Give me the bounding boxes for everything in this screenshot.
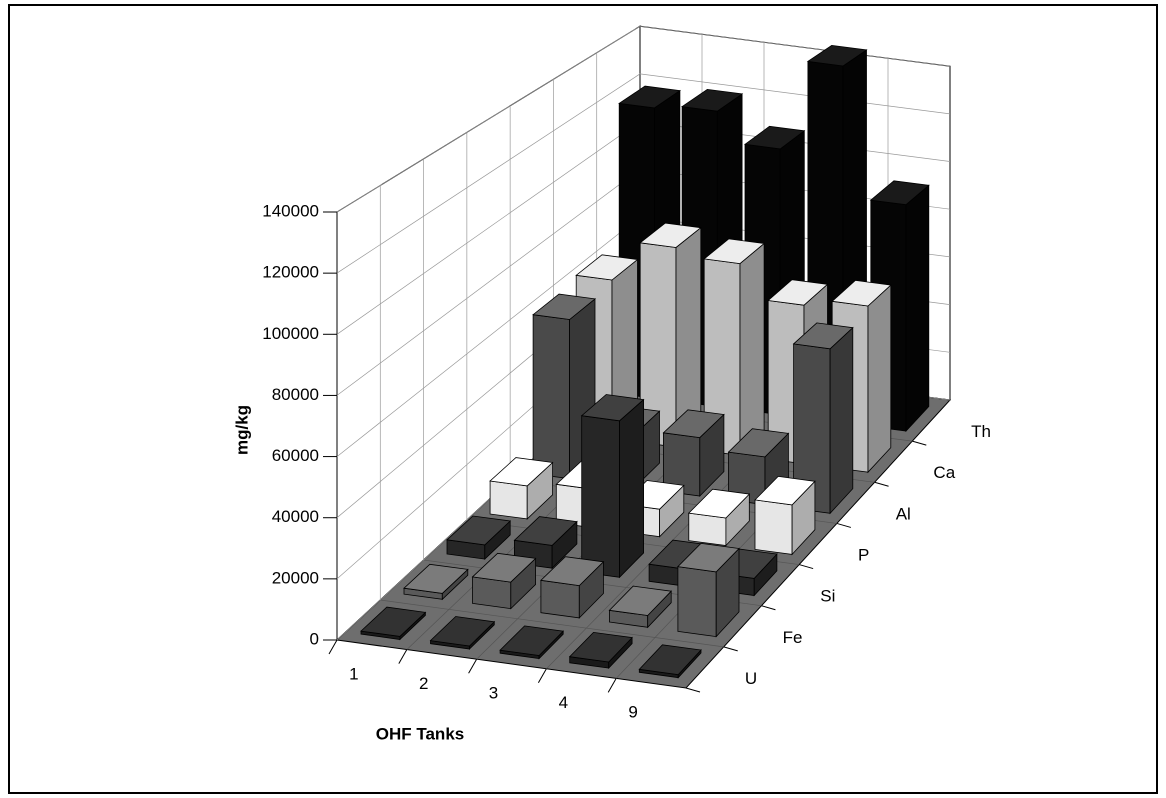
y-tick-label: 120000	[262, 263, 319, 282]
series-label: P	[858, 545, 869, 564]
bar-top	[580, 394, 645, 422]
z-tick	[723, 646, 738, 652]
z-tick	[799, 564, 814, 570]
bar	[608, 585, 673, 629]
series-label: U	[745, 669, 757, 688]
bar	[540, 556, 605, 619]
x-tick-label: 3	[489, 683, 498, 702]
y-tick-label: 0	[310, 629, 319, 648]
bar-top	[767, 279, 829, 306]
bar-top	[754, 475, 816, 506]
bar-top	[792, 322, 854, 350]
bar-front	[754, 499, 793, 555]
bar	[446, 515, 512, 561]
x-tick	[607, 678, 617, 693]
bar-front	[540, 579, 580, 619]
y-tick-label: 140000	[262, 201, 319, 220]
x-tick	[537, 668, 547, 684]
bar-front	[532, 314, 570, 480]
bar	[754, 475, 816, 556]
z-tick	[836, 522, 851, 528]
bar-side	[829, 326, 854, 515]
bar-top	[532, 293, 596, 320]
floor-grid-line	[380, 599, 724, 648]
bar-top	[429, 616, 496, 647]
y-tick-label: 20000	[272, 568, 319, 587]
x-tick-label: 2	[419, 674, 428, 693]
bar	[360, 606, 427, 641]
bar-side	[619, 398, 644, 579]
bar-top	[489, 457, 554, 487]
series-label: Si	[820, 587, 835, 606]
y-tick-label: 40000	[272, 507, 319, 526]
z-tick	[761, 605, 776, 611]
bar-top	[403, 563, 469, 594]
bar-top	[499, 625, 565, 656]
bar	[580, 394, 645, 579]
bar-top	[727, 428, 790, 458]
bar-top	[831, 279, 892, 307]
x-tick	[468, 658, 478, 674]
bar-top	[618, 85, 681, 109]
bar-top	[639, 222, 702, 248]
bar	[471, 552, 537, 610]
z-tick	[685, 687, 701, 693]
bar	[662, 409, 725, 497]
series-label: Th	[971, 422, 991, 441]
bar-front	[489, 480, 528, 520]
bar-top	[703, 238, 766, 265]
bar-top	[638, 644, 702, 676]
bar-side	[905, 184, 930, 433]
bar-front	[581, 415, 620, 578]
bar-top	[608, 585, 673, 616]
bar	[639, 222, 702, 448]
bar-top	[471, 552, 537, 583]
y-tick-label: 100000	[262, 324, 319, 343]
z-tick	[874, 481, 889, 487]
bar-top	[687, 488, 751, 519]
bar	[568, 631, 633, 670]
series-label: Ca	[933, 463, 955, 482]
bar-top	[681, 88, 744, 112]
bar-front	[677, 566, 717, 638]
bar-top	[743, 125, 806, 150]
bar-top	[575, 254, 639, 281]
x-tick-label: 9	[628, 703, 637, 722]
x-tick-label: 4	[559, 693, 568, 712]
x-axis-title: OHF Tanks	[376, 724, 464, 743]
bar-top	[540, 556, 605, 587]
series-label: Fe	[783, 628, 803, 647]
y-tick-label: 60000	[272, 446, 319, 465]
bar-top	[677, 542, 740, 573]
bar	[513, 516, 578, 570]
y-axis-title: mg/kg	[232, 405, 251, 455]
bar	[687, 488, 751, 547]
bar	[403, 563, 469, 601]
bar	[638, 644, 702, 679]
x-tick	[398, 649, 408, 664]
bar-top	[568, 631, 633, 663]
series-label: Al	[896, 504, 911, 523]
bar	[489, 457, 554, 520]
x-tick	[328, 639, 338, 655]
bar-front	[688, 512, 727, 546]
bar-top	[513, 516, 578, 546]
x-tick-label: 1	[349, 664, 358, 683]
bar-top	[446, 515, 512, 546]
bar-top	[360, 606, 427, 637]
bar-top	[869, 180, 930, 206]
bar-top	[806, 44, 868, 67]
bar	[677, 542, 740, 638]
bar-side	[739, 242, 765, 457]
bar-top	[662, 409, 725, 439]
bar	[703, 238, 766, 457]
bar	[792, 322, 854, 515]
z-tick	[912, 440, 927, 446]
bar	[429, 616, 496, 650]
y-tick-label: 80000	[272, 385, 319, 404]
bar-side	[867, 284, 892, 474]
bar	[499, 625, 565, 660]
